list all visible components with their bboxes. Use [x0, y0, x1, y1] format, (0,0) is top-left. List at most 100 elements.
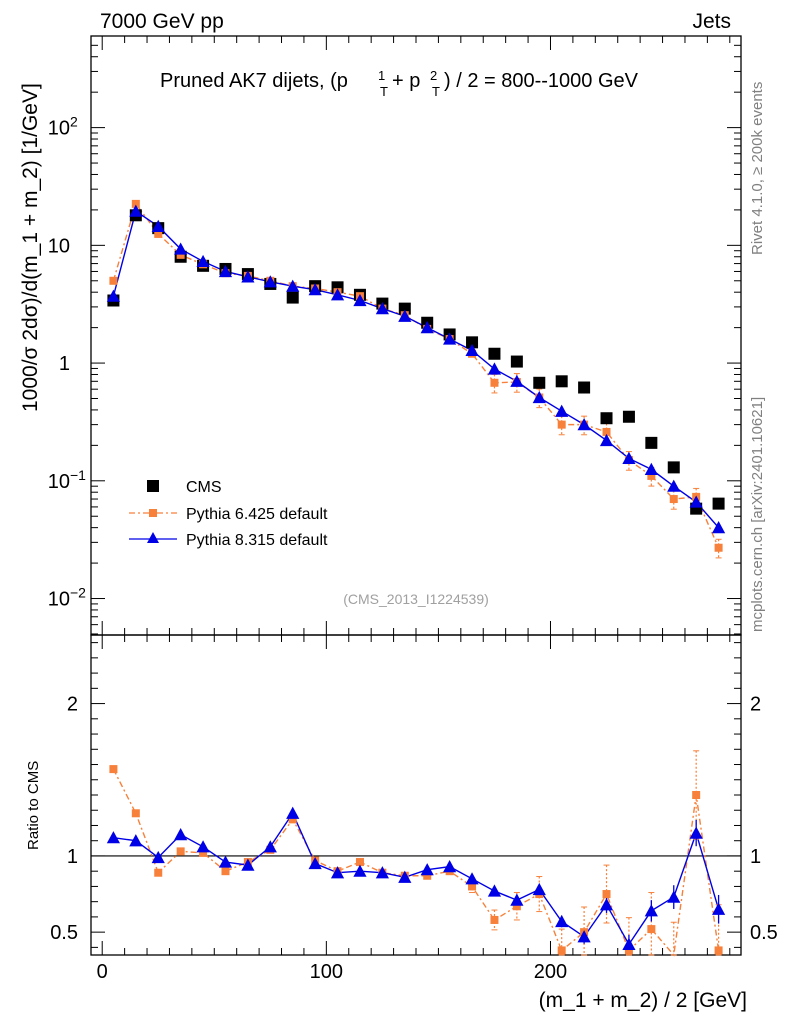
legend: CMS Pythia 6.425 default Pythia 8.315 de…	[129, 479, 328, 549]
py8-ratio-point	[263, 840, 277, 853]
py8-ratio-point	[241, 858, 255, 871]
py8-point	[174, 242, 188, 255]
py8-point	[420, 321, 434, 334]
legend-marker-py8	[147, 532, 159, 543]
analysis-id-label: (CMS_2013_I1224539)	[343, 591, 489, 607]
legend-label-py6: Pythia 6.425 default	[186, 506, 328, 523]
py8-ratio-point	[330, 866, 345, 879]
cms-point	[466, 336, 479, 349]
py8-point	[711, 521, 726, 534]
py8-ratio-point	[532, 882, 546, 896]
y-tick-label: 10	[48, 471, 70, 493]
py8-point	[443, 332, 457, 345]
py8-point	[599, 433, 614, 447]
ratio-tick-label-left: 0.5	[50, 922, 78, 944]
py6-ratio-point	[199, 848, 208, 857]
cms-point	[667, 461, 680, 474]
py6-point	[602, 427, 611, 436]
py6-ratio-point	[602, 890, 611, 899]
py8-ratio-point	[286, 806, 300, 819]
mcplots-reference-label: mcplots.cern.ch [arXiv:2401.10621]	[749, 397, 766, 632]
py8-point	[510, 374, 524, 387]
ratio-tick-label-right: 2	[750, 694, 761, 716]
cms-point	[286, 291, 299, 304]
py8-point	[667, 479, 681, 492]
y-tick-exponent: 2	[70, 114, 78, 130]
x-tick-labels: 0 100 200	[97, 961, 568, 983]
py6-point	[714, 543, 723, 552]
py8-point	[689, 495, 703, 508]
py8-ratio-point	[218, 855, 233, 868]
py8-point	[353, 293, 367, 307]
py8-point	[308, 283, 322, 296]
legend-marker-cms	[147, 480, 159, 492]
title-subscript-T2: T	[432, 84, 440, 99]
py8-ratio-point	[174, 828, 188, 841]
py8-ratio-point	[106, 831, 121, 844]
legend-label-py8: Pythia 8.315 default	[186, 532, 328, 549]
title-superscript-2: 2	[430, 68, 437, 83]
py8-ratio-point	[711, 902, 726, 915]
py8-ratio-point	[420, 863, 434, 876]
chart-title-main: Pruned AK7 dijets, (p	[160, 70, 348, 92]
py8-ratio-point	[375, 866, 389, 879]
y-tick-exponent: −2	[70, 585, 86, 601]
y-tick-label: 10	[48, 235, 70, 257]
py8-ratio-point	[555, 914, 569, 928]
py8-ratio-point	[510, 893, 524, 906]
py8-ratio-point	[353, 864, 367, 877]
header-process-label: Jets	[692, 10, 731, 33]
py6-line	[112, 202, 720, 549]
py6-ratio-point	[647, 925, 656, 934]
py6-ratio-point	[131, 809, 140, 818]
title-subscript-T1: T	[380, 84, 388, 99]
chart-title-tail: ) / 2 = 800--1000 GeV	[444, 70, 639, 92]
y-tick-exponent: −1	[70, 467, 86, 483]
py6-point	[490, 378, 499, 387]
cms-point	[533, 376, 546, 389]
py6-point	[176, 250, 185, 259]
cms-point	[555, 375, 568, 388]
py6-point	[647, 471, 656, 480]
cms-point	[622, 410, 635, 423]
py8-point	[218, 264, 233, 278]
cms-point	[488, 347, 501, 360]
py6-point	[131, 199, 140, 208]
py6-point	[669, 495, 678, 504]
ratio-y-tick-labels: 2 2 1 1 0.5 0.5	[50, 694, 778, 945]
py8-point	[465, 343, 479, 357]
x-tick-label: 0	[97, 961, 108, 983]
cms-point	[712, 497, 725, 510]
y-tick-label: 1	[59, 353, 70, 375]
py8-ratio-point	[443, 860, 457, 873]
py8-ratio-point	[129, 834, 143, 847]
py6-ratio-line	[112, 768, 720, 957]
py6-ratio-point	[624, 946, 633, 955]
cms-point	[645, 436, 658, 449]
py8-ratio-point	[487, 884, 502, 897]
py6-ratio-point	[468, 882, 477, 891]
py8-point	[330, 288, 345, 301]
py6-ratio-point	[176, 847, 185, 856]
ratio-axis-ticks	[91, 635, 741, 955]
y-tick-label: 10	[48, 589, 70, 611]
y-tick-label: 10	[48, 118, 70, 140]
py6-ratio-point	[423, 871, 432, 880]
ratio-tick-label-right: 0.5	[750, 922, 778, 944]
cms-point	[600, 412, 613, 425]
py6-ratio-point	[355, 858, 364, 867]
chart-title: Pruned AK7 dijets, (p 1 T + p 2 T ) / 2 …	[160, 68, 639, 99]
py8-ratio-point	[644, 904, 658, 917]
py8-point	[286, 279, 300, 292]
ratio-panel-frame	[90, 634, 742, 956]
py8-point	[375, 302, 389, 315]
main-axis-ticks	[91, 35, 741, 635]
py8-ratio-point	[465, 872, 479, 885]
cms-point	[690, 502, 703, 515]
ratio-y-axis-label: Ratio to CMS	[25, 761, 42, 850]
py8-point	[196, 254, 210, 268]
ratio-tick-label-left: 1	[67, 846, 78, 868]
main-series-layer	[106, 199, 726, 559]
py6-ratio-point	[154, 868, 163, 877]
py6-point	[109, 276, 118, 285]
